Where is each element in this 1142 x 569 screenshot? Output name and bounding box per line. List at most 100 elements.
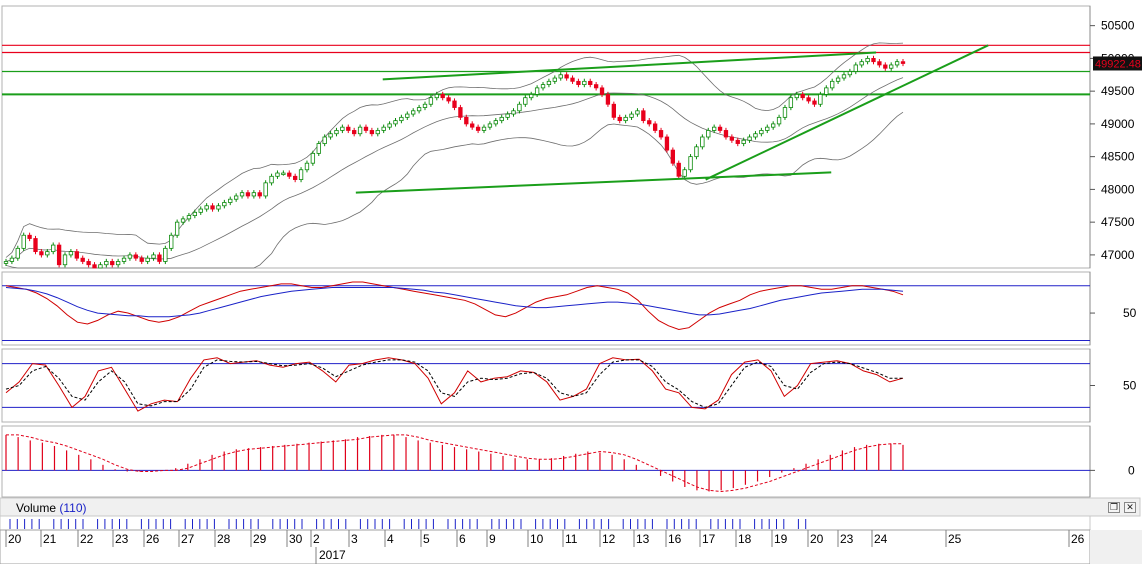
volume-header: [0, 497, 1141, 517]
day-label: 26: [146, 532, 160, 546]
candle-body: [889, 64, 894, 69]
candle-body: [104, 261, 109, 266]
candle-body: [723, 130, 729, 138]
bollinger-lower: [5, 111, 904, 269]
candle-body: [623, 116, 628, 122]
candle-body: [56, 244, 62, 266]
candle-body: [794, 94, 799, 99]
price-tick-label: 48000: [1101, 182, 1135, 196]
day-label: 20: [810, 532, 824, 546]
candle-body: [15, 247, 20, 259]
candle-body: [92, 264, 97, 269]
panel-frame-macd: [1, 425, 1091, 498]
candle-body: [593, 84, 599, 89]
candle-body: [617, 116, 622, 122]
candle-body: [157, 254, 162, 262]
candle-body: [422, 103, 428, 108]
candle-body: [765, 126, 770, 131]
candle-body: [387, 123, 392, 128]
day-label: 20: [8, 532, 22, 546]
candle-body: [865, 58, 870, 63]
candle-body: [357, 126, 363, 135]
bollinger-middle: [5, 77, 904, 262]
candle-body: [676, 162, 681, 177]
candle-body: [877, 61, 882, 66]
price-panel[interactable]: 5050050000495004900048500480004750047000…: [2, 19, 1142, 269]
candle-body: [68, 251, 74, 256]
candle-body: [729, 136, 735, 141]
candle-body: [747, 136, 752, 141]
stochastic-panel[interactable]: 50: [2, 357, 1137, 412]
candle-body: [818, 94, 823, 105]
last-price-label: 49922.48: [1095, 58, 1141, 70]
bollinger-upper: [5, 42, 904, 258]
candle-body: [127, 254, 133, 259]
candle-body: [759, 130, 764, 135]
candle-body: [328, 133, 333, 138]
day-label: 13: [636, 532, 650, 546]
candle-body: [700, 136, 705, 148]
day-label: 24: [874, 532, 888, 546]
candle-body: [475, 126, 481, 131]
candle-body: [411, 110, 416, 115]
candle-body: [375, 130, 380, 135]
candle-body: [859, 61, 864, 66]
candle-body: [251, 192, 257, 197]
candle-body: [86, 261, 91, 266]
candle-body: [464, 116, 469, 125]
candle-body: [198, 208, 203, 213]
candle-body: [233, 195, 239, 200]
candle-body: [830, 80, 835, 89]
day-label: 18: [738, 532, 752, 546]
candle-body: [39, 251, 44, 256]
day-label: 23: [840, 532, 854, 546]
candle-body: [110, 261, 115, 266]
candle-body: [717, 126, 723, 131]
candle-body: [588, 80, 593, 85]
candle-body: [9, 257, 15, 262]
candle-body: [33, 238, 38, 253]
candle-body: [192, 211, 198, 216]
candle-body: [582, 80, 587, 85]
candle-body: [381, 126, 386, 131]
candle-body: [481, 126, 487, 131]
macd-panel[interactable]: 0: [2, 434, 1135, 493]
indicator-tick-label: 50: [1123, 306, 1137, 320]
price-tick-label: 47500: [1101, 215, 1135, 229]
panel-frame-rsi: [1, 271, 1091, 346]
day-label: 29: [253, 532, 267, 546]
candle-body: [753, 133, 758, 138]
candle-body: [806, 97, 811, 102]
price-tick-label: 50500: [1101, 19, 1135, 33]
day-label: 28: [217, 532, 231, 546]
candle-body: [257, 192, 262, 197]
candle-body: [576, 80, 581, 85]
candle-body: [871, 58, 876, 63]
candle-body: [706, 130, 711, 138]
day-label: 26: [1071, 532, 1085, 546]
candle-body: [540, 84, 546, 89]
close-icon[interactable]: ✕: [1124, 502, 1136, 513]
panel-frame-stoch: [1, 348, 1091, 423]
candle-body: [558, 74, 563, 79]
candle-body: [62, 254, 68, 266]
year-label: 2017: [319, 548, 346, 562]
candle-body: [470, 123, 475, 128]
day-label: 21: [43, 532, 57, 546]
candle-body: [245, 192, 251, 197]
candle-body: [458, 107, 463, 118]
candle-body: [145, 257, 150, 262]
candle-body: [434, 94, 439, 99]
candle-body: [121, 257, 127, 262]
volume-panel[interactable]: [9, 519, 807, 529]
time-axis-corner: [1090, 530, 1142, 564]
day-label: 3: [351, 532, 358, 546]
day-label: 25: [948, 532, 962, 546]
day-label: 9: [489, 532, 496, 546]
rsi-panel[interactable]: 50: [2, 281, 1137, 341]
candle-body: [894, 61, 900, 66]
candle-body: [316, 143, 321, 154]
restore-icon[interactable]: ❐: [1108, 502, 1120, 513]
